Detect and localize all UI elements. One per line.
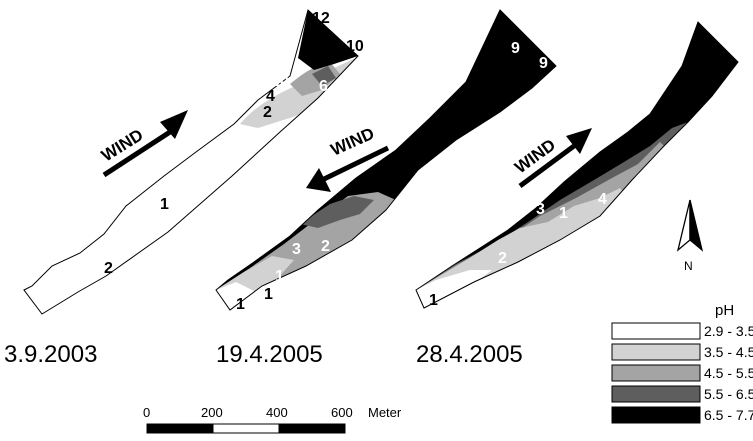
zone-label: 2	[321, 238, 330, 255]
scale-tick: 200	[201, 405, 223, 420]
legend-swatch	[611, 322, 701, 340]
legend-items: 2.9 - 3.5 3.5 - 4.5 4.5 - 5.5 5.5 - 6.5 6.5 …	[611, 322, 753, 424]
zone-label: 2	[498, 250, 507, 267]
legend-label: 5.5 - 6.5	[704, 386, 753, 402]
zone-label: 9	[511, 40, 520, 57]
north-arrow-icon: N	[676, 199, 704, 273]
panel-date: 19.4.2005	[216, 341, 323, 368]
zone-label: 3	[536, 201, 545, 218]
zone-label: 1	[275, 268, 284, 285]
zone-label: 9	[539, 55, 548, 72]
wind-label: WIND	[511, 135, 559, 177]
legend-label: 2.9 - 3.5	[704, 323, 753, 339]
zone-label: 12	[312, 10, 330, 27]
zone-label: 10	[271, 73, 289, 90]
legend-swatch	[611, 343, 701, 361]
legend-label: 3.5 - 4.5	[704, 344, 753, 360]
panel-date: 28.4.2005	[416, 341, 523, 368]
scale-segment	[212, 423, 280, 434]
legend-swatch	[611, 406, 701, 424]
legend-swatch	[611, 364, 701, 382]
zone-label: 1	[236, 296, 245, 313]
scale-tick: 600	[331, 405, 353, 420]
zone-label: 3	[292, 241, 301, 258]
zone-label: 2	[263, 104, 272, 121]
zone-label: 11	[273, 56, 290, 73]
zone-label: 6	[319, 78, 328, 95]
zone-label: 1	[264, 286, 273, 303]
zone-label: 1	[429, 292, 438, 309]
scale-unit: Meter	[368, 405, 402, 420]
legend-swatch	[611, 385, 701, 403]
zone-label: 1	[160, 196, 169, 213]
wind-label: WIND	[98, 125, 147, 165]
legend-label: 6.5 - 7.7	[704, 407, 753, 423]
scale-bar: 0 200 400 600 Meter	[143, 405, 402, 434]
zone-label: 4	[598, 191, 607, 208]
legend-title: pH	[715, 302, 734, 319]
zone-label: 4	[266, 88, 275, 105]
scale-tick: 400	[266, 405, 288, 420]
scale-tick: 0	[143, 405, 150, 420]
scale-segment	[278, 423, 346, 434]
scale-segment	[146, 423, 214, 434]
legend-label: 4.5 - 5.5	[704, 365, 753, 381]
north-label: N	[684, 259, 693, 273]
legend: pH 2.9 - 3.5 3.5 - 4.5 4.5 - 5.5 5.5 - 6.5 6…	[611, 302, 753, 424]
panel-date: 3.9.2003	[4, 341, 97, 368]
zone-label: 10	[346, 38, 364, 55]
wind-arrow-icon: WIND	[98, 110, 188, 178]
zone-label: 2	[104, 260, 113, 277]
zone-label: 1	[559, 205, 568, 222]
